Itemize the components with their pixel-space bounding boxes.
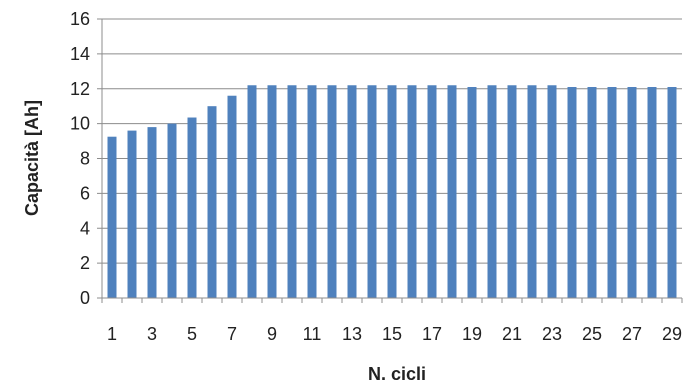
x-tick-label: 21	[502, 324, 522, 344]
bar-cycle-5	[187, 117, 197, 298]
y-tick-label: 16	[70, 9, 90, 29]
x-tick-label: 19	[462, 324, 482, 344]
y-tick-label: 6	[80, 183, 90, 203]
x-tick-label: 27	[622, 324, 642, 344]
bar-cycle-8	[247, 85, 257, 298]
x-tick-label: 9	[267, 324, 277, 344]
x-tick-label: 25	[582, 324, 602, 344]
bar-cycle-25	[587, 87, 597, 298]
y-tick-label: 12	[70, 79, 90, 99]
bar-cycle-11	[307, 85, 317, 298]
bar-cycle-3	[147, 127, 157, 298]
y-tick-label: 10	[70, 114, 90, 134]
bar-cycle-7	[227, 95, 237, 298]
bar-cycle-16	[407, 85, 417, 298]
bar-cycle-2	[127, 130, 137, 298]
bar-cycle-14	[367, 85, 377, 298]
y-axis-title: Capacità [Ah]	[22, 100, 42, 216]
x-tick-labels: 1 3 5 7 9 11 13 15 17 19 21 23 25 27 29	[107, 324, 682, 344]
x-tick-label: 7	[227, 324, 237, 344]
y-tick-label: 2	[80, 253, 90, 273]
bar-cycle-28	[647, 87, 657, 298]
bar-cycle-6	[207, 106, 217, 298]
bar-cycle-1	[107, 136, 117, 298]
x-tick-label: 17	[422, 324, 442, 344]
bar-cycle-26	[607, 87, 617, 298]
x-tick-label: 23	[542, 324, 562, 344]
x-tick-label: 13	[342, 324, 362, 344]
y-tick-label: 8	[80, 149, 90, 169]
axes	[97, 18, 683, 303]
bar-cycle-4	[167, 123, 177, 298]
bars	[107, 85, 677, 298]
x-tick-label: 11	[303, 324, 322, 344]
x-tick-label: 15	[382, 324, 402, 344]
x-axis-title: N. cicli	[368, 364, 426, 383]
x-tick-label: 5	[187, 324, 197, 344]
x-tick-label: 29	[662, 324, 682, 344]
y-tick-label: 4	[80, 218, 90, 238]
bar-cycle-21	[507, 85, 517, 298]
x-tick-label: 1	[107, 324, 117, 344]
bar-cycle-20	[487, 85, 497, 298]
bar-cycle-17	[427, 85, 437, 298]
y-tick-label: 14	[70, 44, 90, 64]
bar-cycle-19	[467, 87, 477, 298]
x-tick-label: 3	[147, 324, 157, 344]
y-tick-labels: 0 2 4 6 8 10 12 14 16	[70, 9, 90, 308]
bar-cycle-13	[347, 85, 357, 298]
bar-cycle-18	[447, 85, 457, 298]
bar-cycle-9	[267, 85, 277, 298]
bar-cycle-12	[327, 85, 337, 298]
bar-cycle-22	[527, 85, 537, 298]
bar-cycle-29	[667, 87, 677, 298]
bar-cycle-15	[387, 85, 397, 298]
bar-cycle-24	[567, 87, 577, 298]
bar-cycle-27	[627, 87, 637, 298]
bar-cycle-23	[547, 85, 557, 298]
bar-cycle-10	[287, 85, 297, 298]
y-tick-label: 0	[80, 288, 90, 308]
